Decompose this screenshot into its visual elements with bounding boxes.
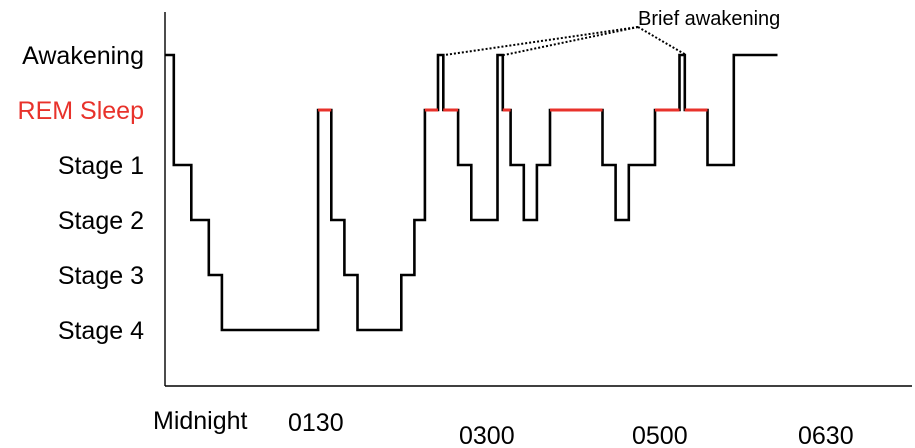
sleep-stage-line [165, 53, 778, 332]
y-tick-label: Stage 4 [58, 317, 144, 345]
y-tick-label: Stage 2 [58, 207, 144, 235]
annotation-leader [444, 26, 639, 56]
y-tick-label: Awakening [22, 42, 144, 70]
x-tick-label: 0630 [798, 422, 854, 448]
series-layer [165, 53, 778, 332]
annotation-leader [503, 26, 639, 56]
plot-area [164, 12, 912, 387]
x-axis-labels: Midnight 0130 0300 0500 0630 [153, 407, 854, 448]
annotation-layer: Brief awakening [444, 8, 780, 56]
y-tick-label: REM Sleep [18, 97, 144, 125]
annotation-leader [637, 26, 687, 56]
x-tick-label: 0500 [632, 422, 688, 448]
annotation-label: Brief awakening [638, 8, 780, 30]
y-tick-label: Stage 3 [58, 262, 144, 290]
y-axis-labels: Stage 4 Stage 3 Stage 2 Stage 1 REM Sleep Awa… [18, 42, 145, 345]
x-tick-label: Midnight [153, 407, 248, 435]
x-tick-label: 0130 [288, 409, 344, 437]
x-tick-label: 0300 [459, 422, 515, 448]
y-tick-label: Stage 1 [58, 152, 144, 180]
